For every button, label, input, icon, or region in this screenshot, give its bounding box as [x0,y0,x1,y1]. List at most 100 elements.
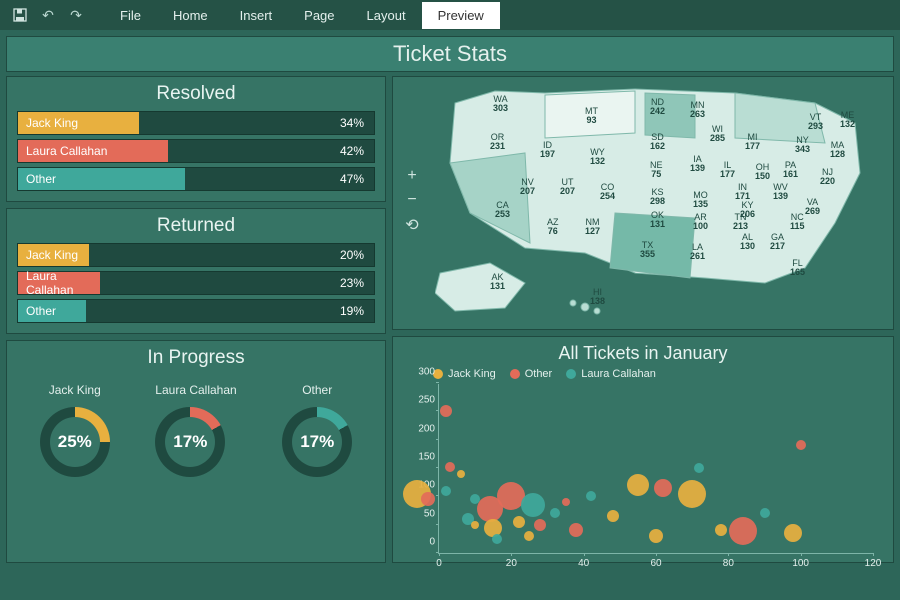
state-label-wa[interactable]: WA303 [493,95,508,114]
bar-row[interactable]: Laura Callahan42% [17,139,375,163]
state-label-fl[interactable]: FL165 [790,259,805,278]
legend-item[interactable]: Jack King [433,368,496,380]
bar-row[interactable]: Other19% [17,299,375,323]
state-label-ut[interactable]: UT207 [560,178,575,197]
legend-item[interactable]: Laura Callahan [566,368,656,380]
bar-row[interactable]: Jack King34% [17,111,375,135]
state-label-nm[interactable]: NM127 [585,218,600,237]
bubble[interactable] [550,508,560,518]
undo-icon[interactable]: ↶ [36,3,60,27]
tab-bar: FileHomeInsertPageLayoutPreview [104,2,500,29]
state-label-mn[interactable]: MN263 [690,101,705,120]
redo-icon[interactable]: ↷ [64,3,88,27]
state-label-me[interactable]: ME132 [840,111,855,130]
bubble[interactable] [471,521,479,529]
bubble[interactable] [715,524,727,536]
state-label-ok[interactable]: OK131 [650,211,665,230]
legend-label: Jack King [448,368,496,380]
bubble[interactable] [729,517,757,545]
state-label-ks[interactable]: KS298 [650,188,665,207]
state-label-wi[interactable]: WI285 [710,125,725,144]
tab-page[interactable]: Page [288,2,350,29]
state-label-co[interactable]: CO254 [600,183,615,202]
donut[interactable]: Jack King25% [40,383,110,477]
reset-icon[interactable]: ⟲ [403,215,421,235]
bubble[interactable] [784,524,802,542]
bubble[interactable] [654,479,672,497]
state-label-nd[interactable]: ND242 [650,98,665,117]
bar-row[interactable]: Jack King20% [17,243,375,267]
state-label-nc[interactable]: NC115 [790,213,805,232]
tab-preview[interactable]: Preview [422,2,500,29]
bubble[interactable] [492,534,502,544]
tab-home[interactable]: Home [157,2,224,29]
scatter-title: All Tickets in January [403,343,883,364]
bubble[interactable] [678,480,706,508]
bubble[interactable] [796,440,806,450]
scatter-chart[interactable]: 050100150200250300020406080100120 [438,384,873,554]
state-label-mo[interactable]: MO135 [693,191,708,210]
bubble[interactable] [524,531,534,541]
state-label-nj[interactable]: NJ220 [820,168,835,187]
map-panel[interactable]: + − ⟲ [392,76,894,330]
bubble[interactable] [457,470,465,478]
donut[interactable]: Laura Callahan17% [155,383,236,477]
state-label-mi[interactable]: MI177 [745,133,760,152]
tab-layout[interactable]: Layout [351,2,422,29]
tab-insert[interactable]: Insert [224,2,289,29]
state-label-al[interactable]: AL130 [740,233,755,252]
bubble[interactable] [586,491,596,501]
bubble[interactable] [627,474,649,496]
bar-row[interactable]: Other47% [17,167,375,191]
bubble[interactable] [760,508,770,518]
legend-item[interactable]: Other [510,368,553,380]
zoom-in-icon[interactable]: + [403,167,421,185]
state-label-la[interactable]: LA261 [690,243,705,262]
state-label-vt[interactable]: VT293 [808,113,823,132]
bubble[interactable] [421,492,435,506]
state-label-pa[interactable]: PA161 [783,161,798,180]
tab-file[interactable]: File [104,2,157,29]
donut[interactable]: Other17% [282,383,352,477]
bubble[interactable] [445,462,455,472]
state-label-wy[interactable]: WY132 [590,148,605,167]
state-label-ak[interactable]: AK131 [490,273,505,292]
resolved-title: Resolved [17,83,375,105]
state-label-tn[interactable]: TN213 [733,213,748,232]
bar-fill: Jack King [18,244,89,266]
save-icon[interactable] [8,3,32,27]
bubble[interactable] [521,493,545,517]
state-label-ca[interactable]: CA253 [495,201,510,220]
bubble[interactable] [440,405,452,417]
bubble[interactable] [569,523,583,537]
state-label-id[interactable]: ID197 [540,141,555,160]
bubble[interactable] [513,516,525,528]
state-label-az[interactable]: AZ76 [547,218,559,237]
state-label-hi[interactable]: HI138 [590,288,605,307]
bubble[interactable] [441,486,451,496]
state-label-ma[interactable]: MA128 [830,141,845,160]
state-label-wv[interactable]: WV139 [773,183,788,202]
state-label-oh[interactable]: OH150 [755,163,770,182]
bubble[interactable] [562,498,570,506]
bubble[interactable] [607,510,619,522]
bubble[interactable] [534,519,546,531]
y-tick: 200 [407,423,435,434]
bubble[interactable] [694,463,704,473]
state-label-tx[interactable]: TX355 [640,241,655,260]
state-label-ga[interactable]: GA217 [770,233,785,252]
state-label-ny[interactable]: NY343 [795,136,810,155]
state-label-il[interactable]: IL177 [720,161,735,180]
state-label-sd[interactable]: SD162 [650,133,665,152]
state-label-mt[interactable]: MT93 [585,107,598,126]
state-label-ar[interactable]: AR100 [693,213,708,232]
state-label-ne[interactable]: NE75 [650,161,663,180]
bar-row[interactable]: Laura Callahan23% [17,271,375,295]
state-label-ia[interactable]: IA139 [690,155,705,174]
legend-label: Other [525,368,553,380]
state-label-or[interactable]: OR231 [490,133,505,152]
state-label-va[interactable]: VA269 [805,198,820,217]
zoom-out-icon[interactable]: − [403,191,421,209]
state-label-nv[interactable]: NV207 [520,178,535,197]
bubble[interactable] [649,529,663,543]
